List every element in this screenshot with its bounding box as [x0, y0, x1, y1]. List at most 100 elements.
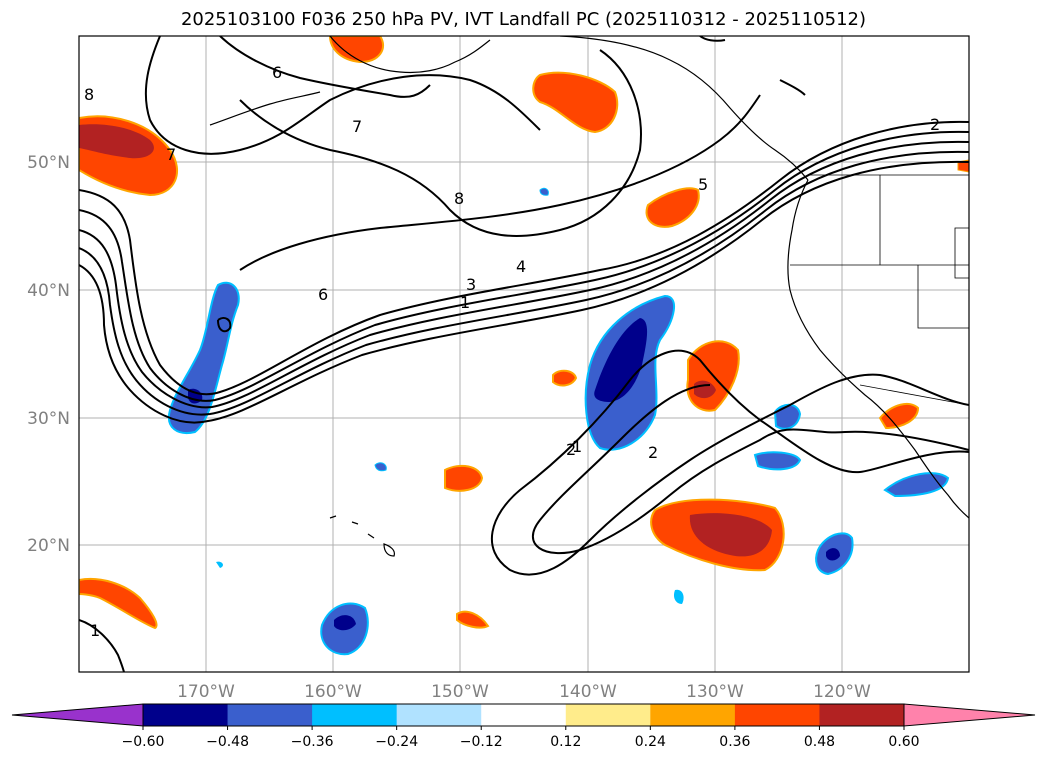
contour-label: 7 [166, 145, 176, 164]
contour-label: 8 [454, 189, 464, 208]
pv-contour-7 [144, 36, 541, 155]
colorbar-tick-label: −0.48 [206, 734, 249, 750]
colorbar-border [142, 703, 905, 727]
contour-label: 3 [466, 275, 476, 294]
anomaly-small-1 [552, 369, 578, 387]
pv-contour-8 [239, 49, 642, 237]
pv-negative-anomalies [167, 187, 950, 656]
contour-label: 2 [648, 443, 658, 462]
anomaly-tiny-1 [374, 462, 387, 472]
colorbar-segment [227, 704, 313, 726]
contour-label: 6 [272, 63, 282, 82]
anomaly-coast [878, 402, 920, 430]
ivt-contours [491, 349, 969, 576]
alaska-coast [329, 36, 809, 181]
contour-label: 4 [516, 257, 526, 276]
coastlines [209, 36, 969, 557]
latitude-labels: 50°N 40°N 30°N 20°N [27, 153, 70, 556]
lon-label: 160°W [304, 682, 362, 702]
colorbar-tick-label: −0.36 [291, 734, 334, 750]
contour-label: 1 [572, 437, 582, 456]
colorbar-tick-label: −0.24 [375, 734, 418, 750]
anomaly-140w-core [594, 318, 648, 402]
colorbar-extension-low [11, 703, 144, 727]
pv-contour-ne [779, 79, 806, 96]
pv-contour-2 [79, 130, 969, 402]
aleutians [209, 91, 321, 126]
lon-label: 120°W [813, 682, 871, 702]
pv-contours [79, 36, 969, 672]
pv-positive-anomalies [79, 36, 969, 630]
anomaly-tiny-3 [216, 561, 223, 568]
colorbar-segment [565, 704, 651, 726]
anomaly-160w-core [334, 615, 356, 631]
lon-label: 170°W [177, 682, 235, 702]
colorbar-segment [481, 704, 567, 726]
colorbar-tick-label: −0.12 [460, 734, 503, 750]
anomaly-sw [79, 578, 158, 630]
anomaly-small-2 [456, 610, 490, 629]
anomaly-sub-trop-core [689, 513, 772, 557]
colorbar-segment [734, 704, 820, 726]
north-america-coast [787, 179, 969, 519]
pv-contour-5 [79, 160, 969, 424]
anomaly-alaska [328, 36, 385, 64]
contour-label: 5 [698, 175, 708, 194]
lat-label: 40°N [27, 281, 70, 301]
colorbar-tick-label: 0.12 [550, 734, 581, 750]
contour-label: 1 [460, 293, 470, 312]
colorbar-tick-label: 0.60 [888, 734, 919, 750]
lat-label: 50°N [27, 153, 70, 173]
contour-label: 7 [352, 117, 362, 136]
lon-label: 140°W [559, 682, 617, 702]
lat-label: 20°N [27, 536, 70, 556]
colorbar-segment [143, 704, 229, 726]
contour-label: 1 [90, 621, 100, 640]
contour-label: 2 [566, 440, 576, 459]
colorbar-segment [396, 704, 482, 726]
pv-contour-1 [79, 120, 969, 396]
anomaly-tiny-4 [539, 187, 549, 196]
pv-contour-170w-loop [217, 317, 232, 333]
colorbar-tick-labels: −0.60 −0.48 −0.36 −0.24 −0.12 0.12 0.24 0.36 0.4… [122, 726, 920, 750]
map-border [78, 35, 970, 673]
pv-contour-3 [79, 140, 969, 409]
colorbar [11, 703, 1036, 727]
lon-label: 150°W [431, 682, 489, 702]
colorbar-segment [819, 704, 905, 726]
colorbar-segment [650, 704, 736, 726]
hawaii [329, 515, 395, 557]
longitude-labels: 170°W 160°W 150°W 140°W 130°W 120°W [177, 682, 871, 702]
contour-labels: 1 2 3 4 5 6 6 7 7 8 8 1 2 2 1 [84, 63, 940, 640]
contour-label: 6 [318, 285, 328, 304]
anomaly-120w-core [826, 548, 840, 561]
anomaly-gulf [532, 71, 619, 134]
colorbar-tick-label: −0.60 [122, 734, 165, 750]
anomaly-150w [444, 464, 484, 492]
colorbar-tick-label: 0.24 [635, 734, 666, 750]
anomaly-tiny-2 [673, 589, 684, 604]
pv-contour-4 [79, 150, 969, 416]
map-title: 2025103100 F036 250 hPa PV, IVT Landfall… [180, 9, 867, 30]
anomaly-nw-darkred [79, 124, 154, 159]
state-boundaries [790, 174, 969, 406]
anomaly-125w [773, 403, 802, 430]
pv-contour-6b [219, 36, 431, 98]
ivt-contour-inner [532, 384, 969, 555]
contour-label: 8 [84, 85, 94, 104]
lat-label: 30°N [27, 409, 70, 429]
anomaly-se [883, 472, 950, 498]
ivt-contour-outer [491, 349, 969, 576]
anomaly-170w-blue [167, 281, 240, 434]
anomaly-jet [645, 187, 700, 228]
pv-contour-sw [79, 619, 125, 672]
colorbar-tick-label: 0.36 [719, 734, 750, 750]
lon-label: 130°W [686, 682, 744, 702]
colorbar-extension-high [903, 703, 1036, 727]
colorbar-segment [312, 704, 398, 726]
contour-label: 2 [930, 115, 940, 134]
colorbar-tick-label: 0.48 [804, 734, 835, 750]
anomaly-126w [753, 451, 802, 471]
pv-contour-6 [239, 94, 761, 271]
